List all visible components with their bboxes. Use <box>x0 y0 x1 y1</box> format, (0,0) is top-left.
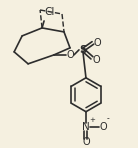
Text: -: - <box>107 114 110 123</box>
Text: O: O <box>99 122 107 132</box>
Text: O: O <box>92 55 100 65</box>
Text: O: O <box>66 50 74 60</box>
Text: N: N <box>82 122 90 132</box>
Text: O: O <box>93 38 101 48</box>
Text: O: O <box>82 137 90 147</box>
Text: Cl: Cl <box>45 7 55 17</box>
Text: +: + <box>89 117 95 123</box>
Text: S: S <box>79 45 87 55</box>
